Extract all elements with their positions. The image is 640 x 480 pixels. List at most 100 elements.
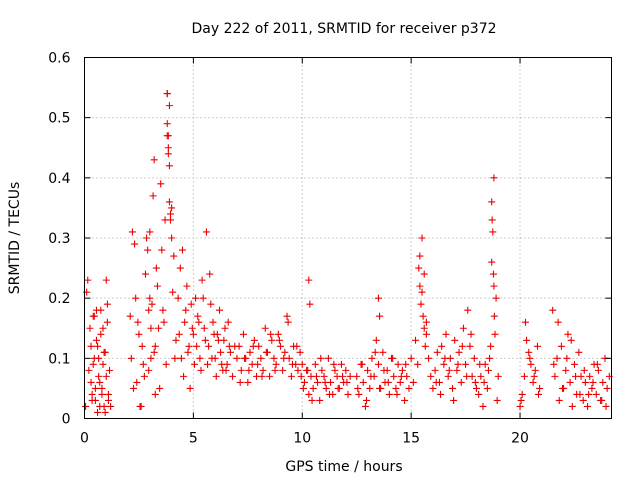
- data-point: [189, 330, 197, 338]
- data-point: [140, 372, 148, 380]
- data-point: [479, 402, 487, 410]
- data-point: [385, 390, 393, 398]
- data-point: [127, 354, 135, 362]
- data-point: [201, 336, 209, 344]
- data-point: [210, 330, 218, 338]
- data-point: [216, 306, 224, 314]
- data-point: [297, 372, 305, 380]
- data-point: [371, 348, 379, 356]
- data-point: [586, 372, 594, 380]
- data-point: [237, 366, 245, 374]
- data-point: [318, 366, 326, 374]
- data-point: [88, 396, 96, 404]
- data-point: [183, 282, 191, 290]
- y-tick-label: 0.1: [48, 351, 70, 367]
- data-point: [104, 390, 112, 398]
- data-point: [579, 396, 587, 404]
- data-point: [420, 324, 428, 332]
- data-point: [241, 354, 249, 362]
- data-point: [432, 378, 440, 386]
- data-point: [368, 354, 376, 362]
- data-point: [339, 372, 347, 380]
- data-point: [467, 330, 475, 338]
- data-point: [170, 252, 178, 260]
- data-point: [244, 378, 252, 386]
- data-point: [376, 384, 384, 392]
- data-point: [275, 336, 283, 344]
- data-point: [557, 342, 565, 350]
- y-tick-label: 0: [62, 412, 71, 428]
- data-point: [174, 294, 182, 302]
- data-point: [98, 384, 106, 392]
- data-point: [209, 318, 217, 326]
- data-point: [158, 246, 166, 254]
- data-point: [157, 180, 165, 188]
- data-point: [531, 366, 539, 374]
- data-point: [281, 348, 289, 356]
- data-point: [324, 354, 332, 362]
- data-point: [488, 198, 496, 206]
- data-point: [138, 342, 146, 350]
- data-point: [566, 378, 574, 386]
- data-point: [223, 360, 231, 368]
- data-point: [493, 396, 501, 404]
- data-point: [316, 396, 324, 404]
- x-tick-label: 5: [189, 431, 198, 447]
- data-point: [103, 318, 111, 326]
- data-point: [287, 372, 295, 380]
- data-point: [392, 384, 400, 392]
- data-point: [229, 372, 237, 380]
- data-point: [451, 336, 459, 344]
- data-point: [163, 90, 171, 98]
- data-point: [309, 384, 317, 392]
- data-point: [306, 300, 314, 308]
- data-point: [165, 102, 173, 110]
- data-point: [274, 330, 282, 338]
- y-axis: 0 0.1 0.2 0.3 0.4 0.5 0.6: [48, 51, 612, 428]
- data-point: [193, 342, 201, 350]
- data-point: [196, 354, 204, 362]
- y-tick-label: 0.6: [48, 51, 70, 67]
- data-point: [145, 366, 153, 374]
- data-point: [276, 342, 284, 350]
- data-point: [133, 378, 141, 386]
- data-point: [199, 294, 207, 302]
- data-point: [131, 240, 139, 248]
- data-point: [562, 366, 570, 374]
- data-point: [143, 234, 151, 242]
- data-point: [490, 174, 498, 182]
- data-point: [442, 330, 450, 338]
- data-point: [398, 366, 406, 374]
- data-point: [568, 402, 576, 410]
- data-point: [186, 384, 194, 392]
- data-point: [293, 342, 301, 350]
- data-point: [376, 312, 384, 320]
- data-point: [88, 390, 96, 398]
- data-point: [419, 312, 427, 320]
- data-point: [359, 378, 367, 386]
- data-point: [249, 342, 257, 350]
- data-point: [389, 354, 397, 362]
- data-point: [288, 360, 296, 368]
- data-point: [559, 384, 567, 392]
- data-point: [588, 384, 596, 392]
- data-point: [261, 324, 269, 332]
- data-point: [490, 282, 498, 290]
- data-point: [192, 294, 200, 302]
- data-point: [472, 384, 480, 392]
- x-tick-label: 10: [293, 431, 311, 447]
- data-point: [412, 336, 420, 344]
- data-point: [257, 354, 265, 362]
- data-point: [160, 318, 168, 326]
- y-tick-label: 0.2: [48, 291, 70, 307]
- data-point: [486, 354, 494, 362]
- data-point: [178, 246, 186, 254]
- data-point: [167, 216, 175, 224]
- data-point: [420, 270, 428, 278]
- data-point: [523, 336, 531, 344]
- data-point: [576, 390, 584, 398]
- data-point: [246, 348, 254, 356]
- data-point: [374, 294, 382, 302]
- data-point: [82, 402, 90, 410]
